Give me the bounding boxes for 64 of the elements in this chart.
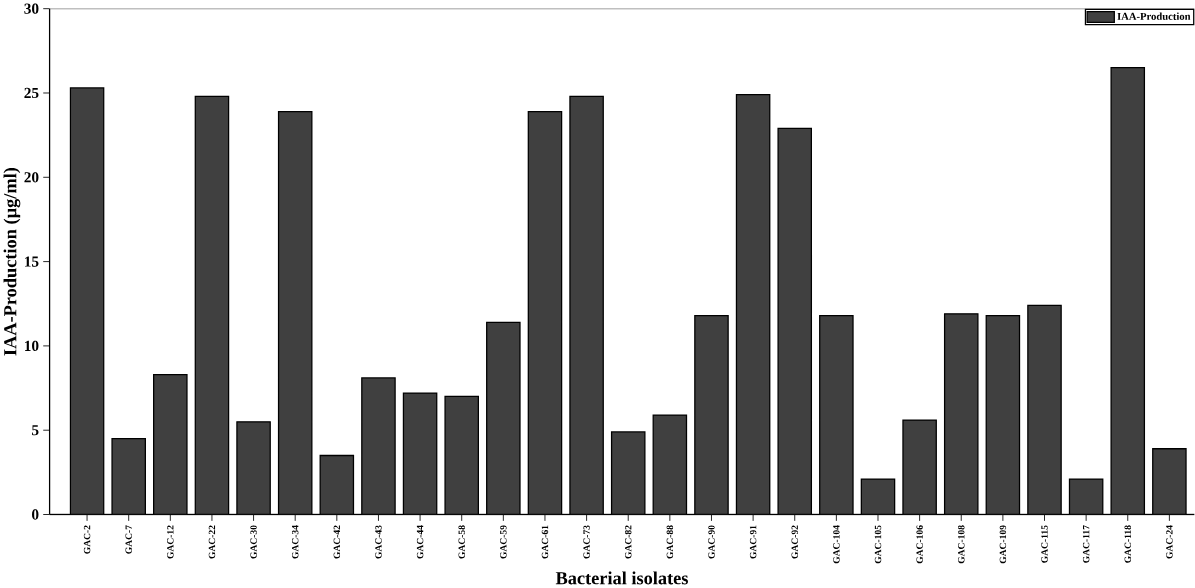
legend-label: IAA-Production <box>1117 12 1191 21</box>
y-tick-label: 10 <box>25 340 39 352</box>
bar <box>653 415 687 515</box>
x-tick-label: GAC-24 <box>1166 525 1173 559</box>
bar <box>778 128 812 515</box>
bar <box>278 111 312 515</box>
x-tick-label: GAC-2 <box>83 525 91 554</box>
bar <box>70 87 104 515</box>
y-axis-title: IAA-Production (µg/ml) <box>3 167 21 356</box>
x-tick-label: GAC-115 <box>1041 525 1048 563</box>
bar <box>445 396 479 515</box>
x-tick-label: GAC-82 <box>625 525 632 559</box>
x-tick-label: GAC-117 <box>1082 525 1090 563</box>
y-tick-label: 25 <box>24 87 39 99</box>
x-tick-label: GAC-34 <box>291 525 299 559</box>
x-tick-label: GAC-118 <box>1124 525 1131 563</box>
x-tick-label: GAC-90 <box>708 525 715 559</box>
bar <box>819 315 854 515</box>
x-tick-label: GAC-30 <box>250 525 257 559</box>
bar <box>611 431 645 515</box>
x-tick-label: GAC-106 <box>916 525 923 564</box>
x-tick-label: GAC-22 <box>208 525 216 559</box>
bar <box>403 393 437 515</box>
bar <box>528 111 562 515</box>
x-tick-label: GAC-91 <box>749 525 757 559</box>
bar <box>153 374 187 515</box>
bar <box>1027 305 1062 515</box>
bar <box>361 377 396 515</box>
bar <box>1111 67 1145 515</box>
x-tick-label: GAC-58 <box>458 525 465 559</box>
x-tick-label: GAC-12 <box>167 525 174 559</box>
x-tick-label: GAC-43 <box>375 525 382 559</box>
x-tick-label: GAC-61 <box>541 525 549 559</box>
x-tick-label: GAC-73 <box>583 525 590 559</box>
bar <box>944 313 978 515</box>
bar <box>486 322 520 515</box>
y-tick-label: 15 <box>25 256 39 267</box>
bar <box>902 420 937 515</box>
x-tick-label: GAC-42 <box>333 525 341 559</box>
x-tick-label: GAC-92 <box>791 525 798 559</box>
bar <box>569 96 604 515</box>
x-tick-label: GAC-108 <box>958 525 965 564</box>
bar <box>1152 448 1187 515</box>
bar <box>236 421 271 515</box>
bar <box>736 94 770 515</box>
bar <box>1069 479 1103 515</box>
bar <box>861 479 895 515</box>
bar <box>112 438 146 515</box>
bar <box>694 315 729 515</box>
x-tick-label: GAC-59 <box>500 525 507 559</box>
y-tick-label: 0 <box>32 509 39 520</box>
bar <box>195 96 229 515</box>
x-tick-label: GAC-109 <box>999 525 1007 564</box>
y-tick-label: 20 <box>24 172 39 183</box>
x-tick-label: GAC-104 <box>833 525 840 564</box>
x-tick-label: GAC-88 <box>666 525 674 559</box>
y-tick-label: 5 <box>32 425 39 436</box>
x-tick-label: GAC-44 <box>416 525 424 559</box>
x-axis-title: Bacterial isolates <box>555 571 688 585</box>
x-tick-label: GAC-7 <box>125 525 132 554</box>
bar <box>986 315 1020 515</box>
bar <box>320 455 354 515</box>
x-tick-label: GAC-105 <box>874 525 882 564</box>
y-tick-label: 30 <box>24 3 39 14</box>
